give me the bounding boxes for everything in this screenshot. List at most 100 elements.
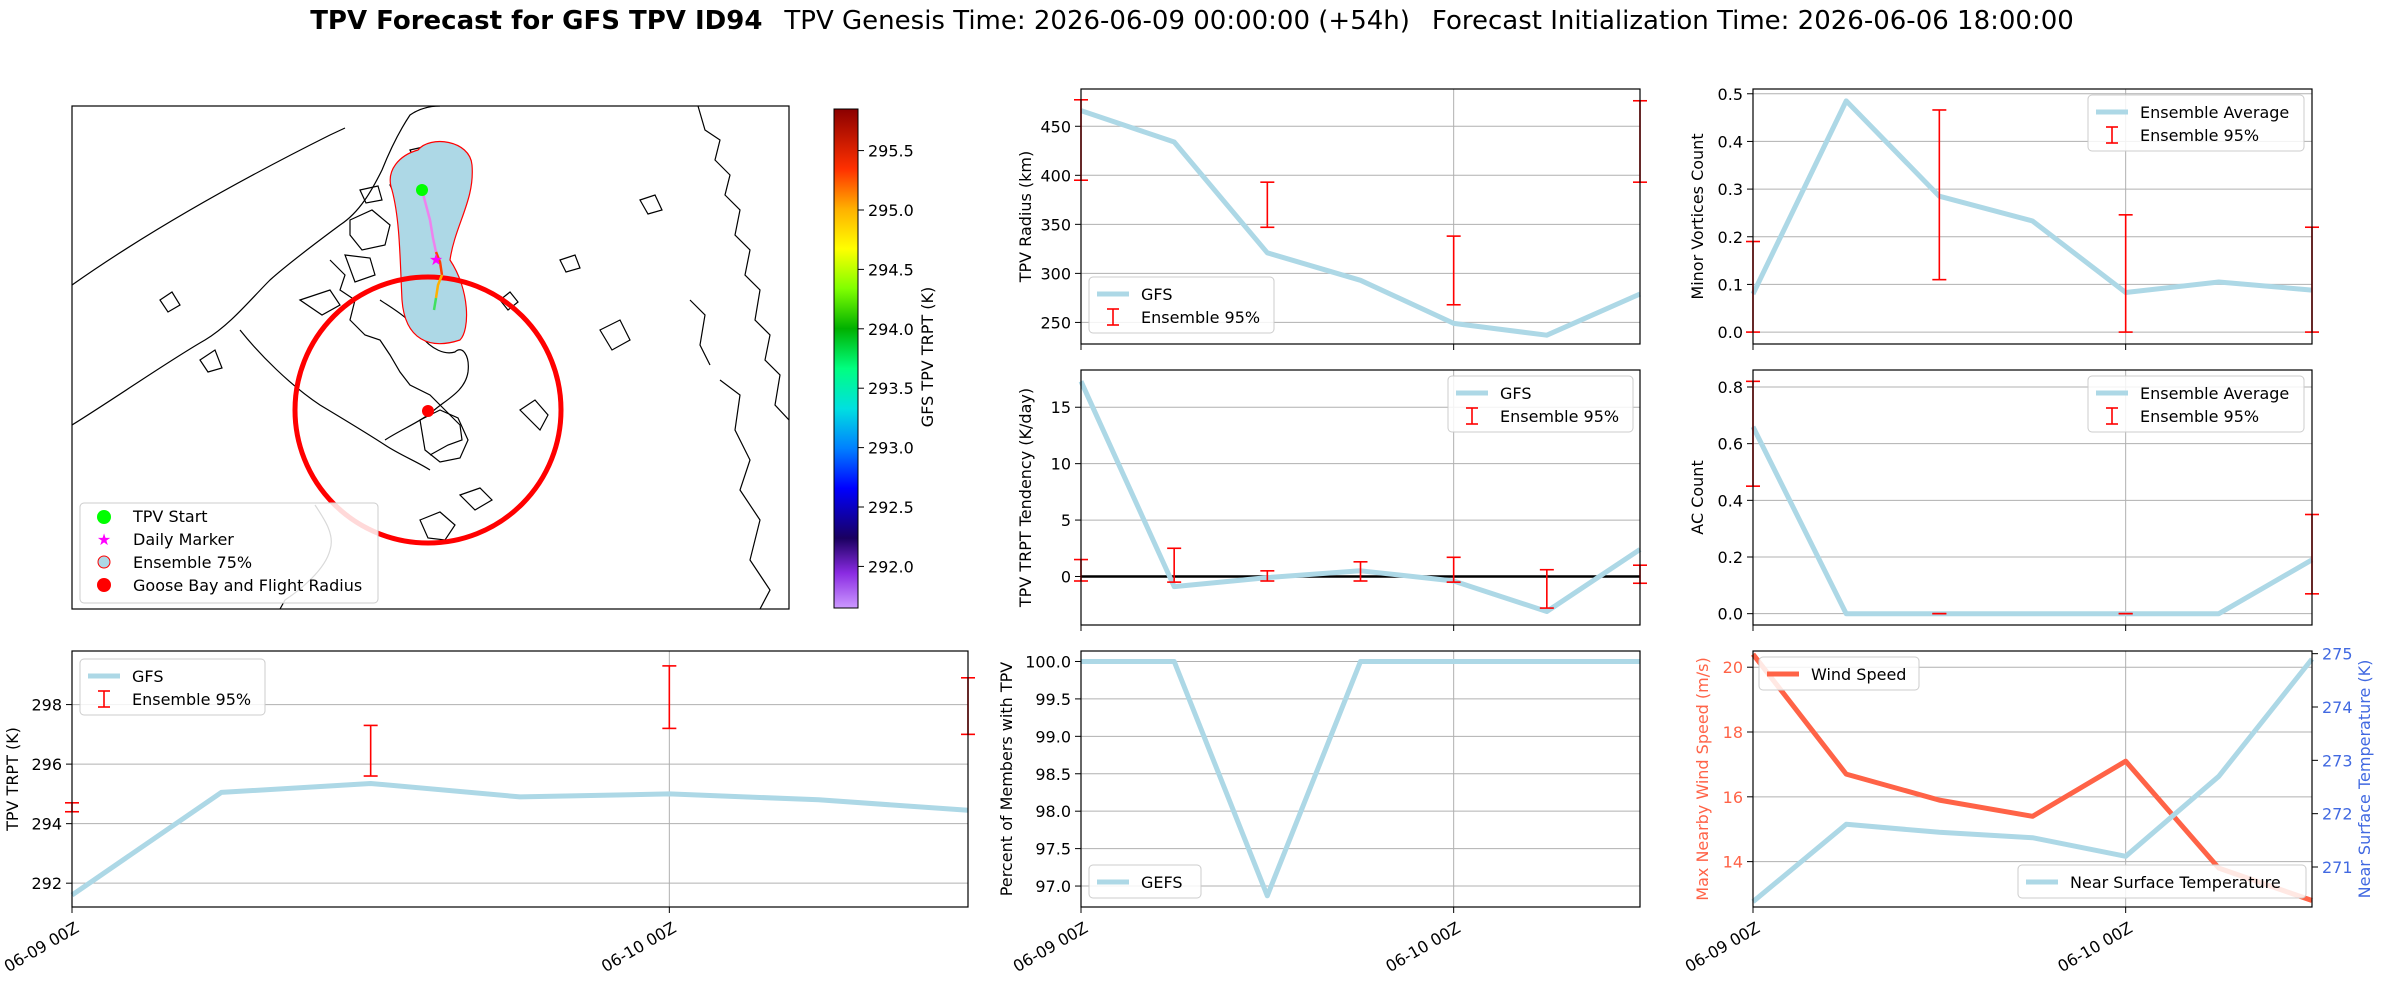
ytick-label: 10 bbox=[1051, 455, 1071, 474]
ytick-label: 0.4 bbox=[1718, 491, 1743, 510]
legend-label: Wind Speed bbox=[1811, 665, 1906, 684]
ytick-label: 99.5 bbox=[1035, 690, 1071, 709]
figure-title: TPV Forecast for GFS TPV ID94 TPV Genesis… bbox=[0, 6, 2384, 36]
ytick-label: 97.5 bbox=[1035, 840, 1071, 859]
ytick-label: 16 bbox=[1723, 788, 1743, 807]
tpv-track bbox=[420, 189, 444, 311]
title-genesis: TPV Genesis Time: 2026-06-09 00:00:00 (+… bbox=[784, 6, 1410, 36]
axes-frame bbox=[1752, 88, 2313, 345]
legend-label: GFS bbox=[132, 667, 163, 686]
colorbar-tick-label: 293.0 bbox=[868, 439, 914, 458]
ytick-label: 0.0 bbox=[1718, 323, 1743, 342]
wind-temp-chart: 14 16 18 20 06-09 00Z 06-10 00Z Max Nearby Win… bbox=[1682, 645, 2374, 976]
ytick-label: 18 bbox=[1723, 723, 1743, 742]
y-axis-label: TPV TRPT Tendency (K/day) bbox=[1016, 388, 1035, 608]
y-axis-label: Minor Vortices Count bbox=[1688, 133, 1707, 299]
ytick-label: 450 bbox=[1040, 117, 1071, 136]
legend-label: Ensemble 95% bbox=[2140, 126, 2259, 145]
colorbar-tick-label: 292.5 bbox=[868, 498, 914, 517]
minor-vortices-chart: 0.0 0.1 0.2 0.3 0.4 0.5 Minor Vortices Count En… bbox=[1688, 85, 2319, 350]
ytick-label: 294 bbox=[31, 815, 62, 834]
legend-label: Ensemble Average bbox=[2140, 384, 2289, 403]
legend-box bbox=[1088, 276, 1275, 334]
map-legend: TPV Start ★ Daily Marker Ensemble 75% Go… bbox=[79, 502, 379, 604]
ytick-label: 98.0 bbox=[1035, 802, 1071, 821]
colorbar: 295.5 295.0 294.5 294.0 293.5 293.0 292.5 292.0… bbox=[833, 108, 937, 609]
ytick-label: 0.4 bbox=[1718, 132, 1743, 151]
series-line bbox=[1750, 425, 2314, 617]
legend-label: GFS bbox=[1500, 384, 1531, 403]
xtick-label: 06-09 00Z bbox=[1682, 918, 1763, 976]
ytick-label: 15 bbox=[1051, 398, 1071, 417]
ensemble-75-region bbox=[389, 141, 473, 345]
trpt-chart: 292 294 296 298 06-09 00Z 06-10 00Z TPV TRPT (… bbox=[1, 650, 975, 976]
legend-label: Ensemble 95% bbox=[1141, 308, 1260, 327]
legend-label: Ensemble 95% bbox=[1500, 407, 1619, 426]
legend-box bbox=[2017, 864, 2307, 899]
ytick-label: 0 bbox=[1061, 567, 1071, 586]
legend-box bbox=[2087, 94, 2305, 152]
y-axis-label: AC Count bbox=[1688, 460, 1707, 534]
magenta-star-icon: ★ bbox=[97, 530, 111, 549]
ytick-right-label: 274 bbox=[2322, 698, 2353, 717]
ytick-label: 100.0 bbox=[1025, 652, 1071, 671]
axes-frame bbox=[1080, 650, 1641, 908]
legend-label: GFS bbox=[1141, 285, 1172, 304]
y-axis-label: Percent of Members with TPV bbox=[997, 662, 1016, 896]
title-main: TPV Forecast for GFS TPV ID94 bbox=[310, 6, 763, 36]
ytick-label: 20 bbox=[1723, 658, 1743, 677]
legend-goose-bay: Goose Bay and Flight Radius bbox=[133, 576, 362, 595]
series-line bbox=[1751, 652, 2313, 903]
axes-frame bbox=[1080, 88, 1641, 345]
ytick-label: 300 bbox=[1040, 264, 1071, 283]
legend-label: Ensemble 95% bbox=[2140, 407, 2259, 426]
colorbar-tick-label: 295.0 bbox=[868, 201, 914, 220]
ac-count-chart: 0.0 0.2 0.4 0.6 0.8 AC Count Ensemble Average E… bbox=[1688, 369, 2319, 631]
legend-daily-marker: Daily Marker bbox=[133, 530, 234, 549]
xtick-label: 06-10 00Z bbox=[1382, 918, 1463, 976]
ytick-label: 98.5 bbox=[1035, 765, 1071, 784]
red-dot-icon bbox=[97, 578, 111, 592]
legend-label: Near Surface Temperature bbox=[2070, 873, 2281, 892]
series-line bbox=[1751, 657, 2314, 904]
trpt-tendency-chart: 0 5 10 15 TPV TRPT Tendency (K/day) GFS Ensemb… bbox=[1016, 369, 1647, 631]
xtick-label: 06-10 00Z bbox=[2054, 918, 2135, 976]
y-axis-label: Max Nearby Wind Speed (m/s) bbox=[1693, 657, 1712, 900]
radius-chart: 250 300 350 400 450 TPV Radius (km) GFS Ensembl… bbox=[1016, 88, 1647, 350]
series-line bbox=[1750, 98, 2313, 296]
y-axis-label: TPV TRPT (K) bbox=[3, 727, 22, 832]
ytick-label: 14 bbox=[1723, 853, 1743, 872]
ytick-label: 0.6 bbox=[1718, 435, 1743, 454]
legend-label: Ensemble 95% bbox=[132, 690, 251, 709]
ytick-label: 0.5 bbox=[1718, 85, 1743, 104]
ytick-label: 0.1 bbox=[1718, 275, 1743, 294]
ytick-right-label: 273 bbox=[2322, 751, 2353, 770]
series-line bbox=[1081, 659, 1640, 899]
series-line bbox=[1080, 108, 1642, 338]
ytick-label: 400 bbox=[1040, 166, 1071, 185]
title-init: Forecast Initialization Time: 2026-06-06… bbox=[1431, 6, 2074, 36]
ytick-label: 298 bbox=[31, 696, 62, 715]
colorbar-tick-label: 294.5 bbox=[868, 260, 914, 279]
colorbar-tick-label: 295.5 bbox=[868, 142, 914, 161]
ytick-label: 0.0 bbox=[1718, 605, 1743, 624]
xtick-label: 06-10 00Z bbox=[598, 918, 679, 976]
daily-marker-star: ★ bbox=[429, 250, 443, 269]
legend-box bbox=[1758, 656, 1920, 691]
ytick-right-label: 275 bbox=[2322, 645, 2353, 664]
goose-bay-marker bbox=[422, 405, 434, 417]
ytick-label: 0.2 bbox=[1718, 548, 1743, 567]
colorbar-tick-label: 293.5 bbox=[868, 379, 914, 398]
legend-label: GEFS bbox=[1141, 873, 1183, 892]
y-axis-right-label: Near Surface Temperature (K) bbox=[2355, 660, 2374, 899]
ytick-right-label: 271 bbox=[2322, 858, 2353, 877]
legend-box bbox=[1447, 375, 1634, 433]
legend-ensemble-75: Ensemble 75% bbox=[133, 553, 252, 572]
axes-frame bbox=[1752, 369, 2313, 626]
colorbar-label: GFS TPV TRPT (K) bbox=[918, 287, 937, 427]
legend-box bbox=[79, 658, 266, 716]
xtick-label: 06-09 00Z bbox=[1010, 918, 1091, 976]
ytick-label: 0.3 bbox=[1718, 180, 1743, 199]
y-axis-label: TPV Radius (km) bbox=[1016, 151, 1035, 284]
